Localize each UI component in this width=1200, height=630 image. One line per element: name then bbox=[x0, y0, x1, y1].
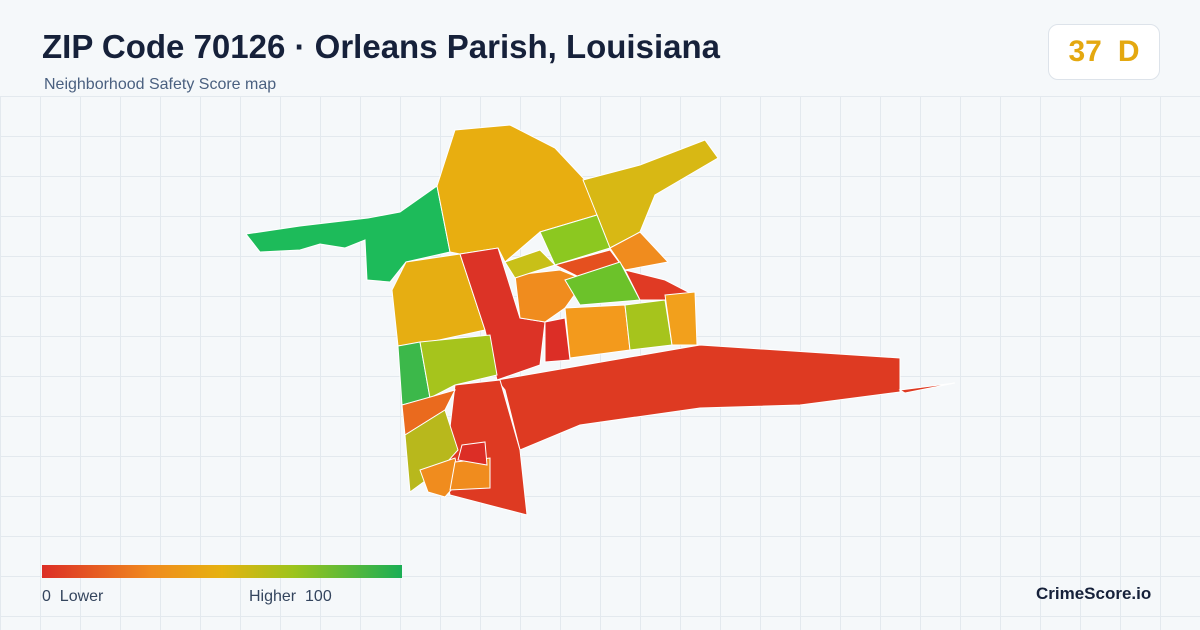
legend-max-value: 100 bbox=[305, 588, 332, 605]
legend-max: Higher 100 bbox=[249, 588, 332, 606]
score-badge: 37 D bbox=[1048, 24, 1160, 80]
header bbox=[0, 0, 1200, 96]
score: 37 bbox=[1068, 35, 1102, 68]
legend-max-label: Higher bbox=[249, 588, 297, 605]
legend-min: 0 Lower bbox=[42, 588, 103, 606]
legend-gradient bbox=[42, 565, 402, 578]
legend-min-label: Lower bbox=[59, 588, 104, 605]
grade: D bbox=[1117, 35, 1140, 68]
subtitle: Neighborhood Safety Score map bbox=[44, 76, 277, 93]
legend-min-value: 0 bbox=[42, 588, 51, 605]
title: ZIP Code 70126 · Orleans Parish, Louisia… bbox=[42, 28, 720, 65]
brand: CrimeScore.io bbox=[1036, 584, 1152, 603]
